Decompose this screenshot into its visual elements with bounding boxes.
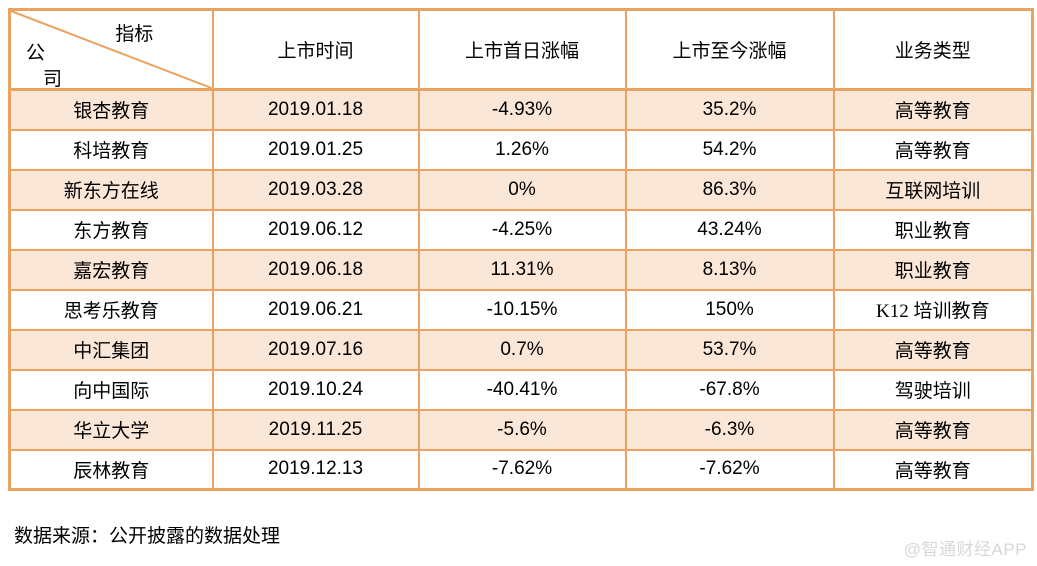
cell-change-to-date: -6.3% [624, 408, 835, 451]
cell-business-type: 职业教育 [832, 208, 1034, 251]
cell-company: 思考乐教育 [8, 288, 214, 331]
cell-change-to-date: 150% [624, 288, 835, 331]
cell-business-type: 高等教育 [832, 408, 1034, 451]
cell-business-type: 职业教育 [832, 248, 1034, 291]
cell-company: 向中国际 [8, 368, 214, 411]
cell-first-day-change: 11.31% [417, 248, 627, 291]
cell-business-type: 高等教育 [832, 128, 1034, 171]
cell-business-type: 高等教育 [832, 88, 1034, 131]
corner-label-indicator: 指标 [115, 24, 154, 45]
column-header-listing-date: 上市时间 [211, 8, 420, 91]
ipo-performance-table: 指标 公 司 上市时间 上市首日涨幅 上市至今涨幅 业务类型 银杏教育 2019… [8, 8, 1034, 491]
cell-company: 银杏教育 [8, 88, 214, 131]
table-row: 东方教育 2019.06.12 -4.25% 43.24% 职业教育 [8, 208, 1034, 251]
cell-change-to-date: -67.8% [624, 368, 835, 411]
cell-listing-date: 2019.01.25 [211, 128, 420, 171]
footnotes: 数据来源：公开披露的数据处理 注：股价截止时间为 12 月 23 日 [14, 492, 280, 566]
column-header-change-to-date: 上市至今涨幅 [624, 8, 835, 91]
cell-change-to-date: 86.3% [624, 168, 835, 211]
corner-label-company-char2: 司 [43, 69, 63, 90]
cell-company: 中汇集团 [8, 328, 214, 371]
cell-first-day-change: 0% [417, 168, 627, 211]
cell-listing-date: 2019.10.24 [211, 368, 420, 411]
table-row: 新东方在线 2019.03.28 0% 86.3% 互联网培训 [8, 168, 1034, 211]
cell-first-day-change: 1.26% [417, 128, 627, 171]
cell-company: 华立大学 [8, 408, 214, 451]
cell-first-day-change: -4.25% [417, 208, 627, 251]
cell-change-to-date: 43.24% [624, 208, 835, 251]
table-row: 思考乐教育 2019.06.21 -10.15% 150% K12 培训教育 [8, 288, 1034, 331]
cell-business-type: K12 培训教育 [832, 288, 1034, 331]
cell-change-to-date: 54.2% [624, 128, 835, 171]
cell-company: 东方教育 [8, 208, 214, 251]
cell-business-type: 驾驶培训 [832, 368, 1034, 411]
cell-listing-date: 2019.06.12 [211, 208, 420, 251]
cell-company: 科培教育 [8, 128, 214, 171]
cell-first-day-change: -40.41% [417, 368, 627, 411]
table-row: 中汇集团 2019.07.16 0.7% 53.7% 高等教育 [8, 328, 1034, 371]
cell-listing-date: 2019.06.21 [211, 288, 420, 331]
table-header-row: 指标 公 司 上市时间 上市首日涨幅 上市至今涨幅 业务类型 [8, 8, 1034, 91]
cell-first-day-change: -5.6% [417, 408, 627, 451]
cell-listing-date: 2019.03.28 [211, 168, 420, 211]
cell-change-to-date: 8.13% [624, 248, 835, 291]
column-header-first-day-change: 上市首日涨幅 [417, 8, 627, 91]
table-row: 银杏教育 2019.01.18 -4.93% 35.2% 高等教育 [8, 88, 1034, 131]
cell-business-type: 高等教育 [832, 328, 1034, 371]
data-source-note: 数据来源：公开披露的数据处理 [14, 526, 281, 547]
corner-label-company-char1: 公 [26, 43, 46, 64]
cell-company: 辰林教育 [8, 448, 214, 491]
cell-business-type: 高等教育 [832, 448, 1034, 491]
cell-change-to-date: 53.7% [624, 328, 835, 371]
table-row: 华立大学 2019.11.25 -5.6% -6.3% 高等教育 [8, 408, 1034, 451]
cell-first-day-change: -4.93% [417, 88, 627, 131]
cell-first-day-change: -7.62% [417, 448, 627, 491]
cell-first-day-change: -10.15% [417, 288, 627, 331]
cell-listing-date: 2019.06.18 [211, 248, 420, 291]
cell-first-day-change: 0.7% [417, 328, 627, 371]
diagonal-divider-line [11, 11, 212, 88]
cell-change-to-date: 35.2% [624, 88, 835, 131]
table-row: 嘉宏教育 2019.06.18 11.31% 8.13% 职业教育 [8, 248, 1034, 291]
cell-listing-date: 2019.01.18 [211, 88, 420, 131]
cell-company: 嘉宏教育 [8, 248, 214, 291]
table-row: 科培教育 2019.01.25 1.26% 54.2% 高等教育 [8, 128, 1034, 171]
cell-change-to-date: -7.62% [624, 448, 835, 491]
cell-company: 新东方在线 [8, 168, 214, 211]
column-header-business-type: 业务类型 [832, 8, 1034, 91]
watermark: @智通财经APP [903, 540, 1027, 559]
table-row: 辰林教育 2019.12.13 -7.62% -7.62% 高等教育 [8, 448, 1034, 491]
cell-listing-date: 2019.11.25 [211, 408, 420, 451]
table-row: 向中国际 2019.10.24 -40.41% -67.8% 驾驶培训 [8, 368, 1034, 411]
cell-listing-date: 2019.07.16 [211, 328, 420, 371]
cell-business-type: 互联网培训 [832, 168, 1034, 211]
corner-header-cell: 指标 公 司 [8, 8, 214, 91]
cell-listing-date: 2019.12.13 [211, 448, 420, 491]
